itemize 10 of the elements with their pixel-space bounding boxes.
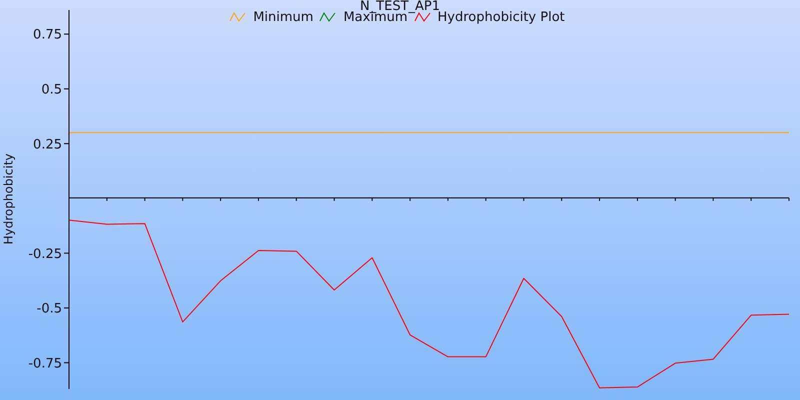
legend-label: Hydrophobicity Plot xyxy=(438,10,565,25)
y-axis-title: Hydrophobicity xyxy=(1,153,16,244)
y-tick-label: 0.5 xyxy=(41,82,62,98)
line-series xyxy=(68,220,790,388)
y-tick-label: 0.75 xyxy=(33,28,62,43)
y-tick-label: -0.75 xyxy=(28,356,62,372)
y-tick-label: -0.25 xyxy=(28,246,62,262)
y-tick-label: 0.25 xyxy=(33,137,62,152)
legend-label: Minimum xyxy=(252,10,314,25)
y-tick-label: -0.5 xyxy=(36,302,62,317)
